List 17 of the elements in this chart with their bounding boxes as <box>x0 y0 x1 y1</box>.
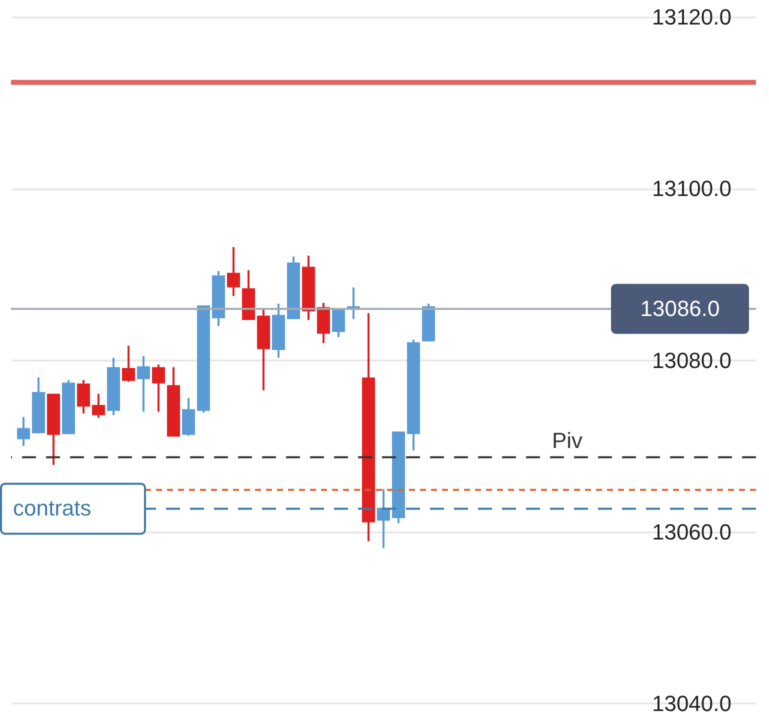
y-tick-label: 13040.0 <box>652 690 732 712</box>
candlestick <box>17 416 30 448</box>
candlestick <box>122 344 135 383</box>
candlestick <box>92 392 105 419</box>
y-tick-label: 13120.0 <box>652 4 732 30</box>
y-tick-label: 13080.0 <box>652 348 732 373</box>
candlestick <box>152 364 165 413</box>
ref-line-label: Piv <box>552 428 583 454</box>
candlestick <box>77 379 90 414</box>
candlestick <box>377 488 390 550</box>
y-tick-label: 13060.0 <box>652 519 732 544</box>
candlestick <box>137 355 150 413</box>
candlestick <box>332 308 345 338</box>
candlestick <box>227 246 240 297</box>
y-tick-label: 13100.0 <box>652 176 732 202</box>
ref-line-label: 13086.0 <box>640 296 720 321</box>
ref-line-label: contrats <box>13 496 92 521</box>
